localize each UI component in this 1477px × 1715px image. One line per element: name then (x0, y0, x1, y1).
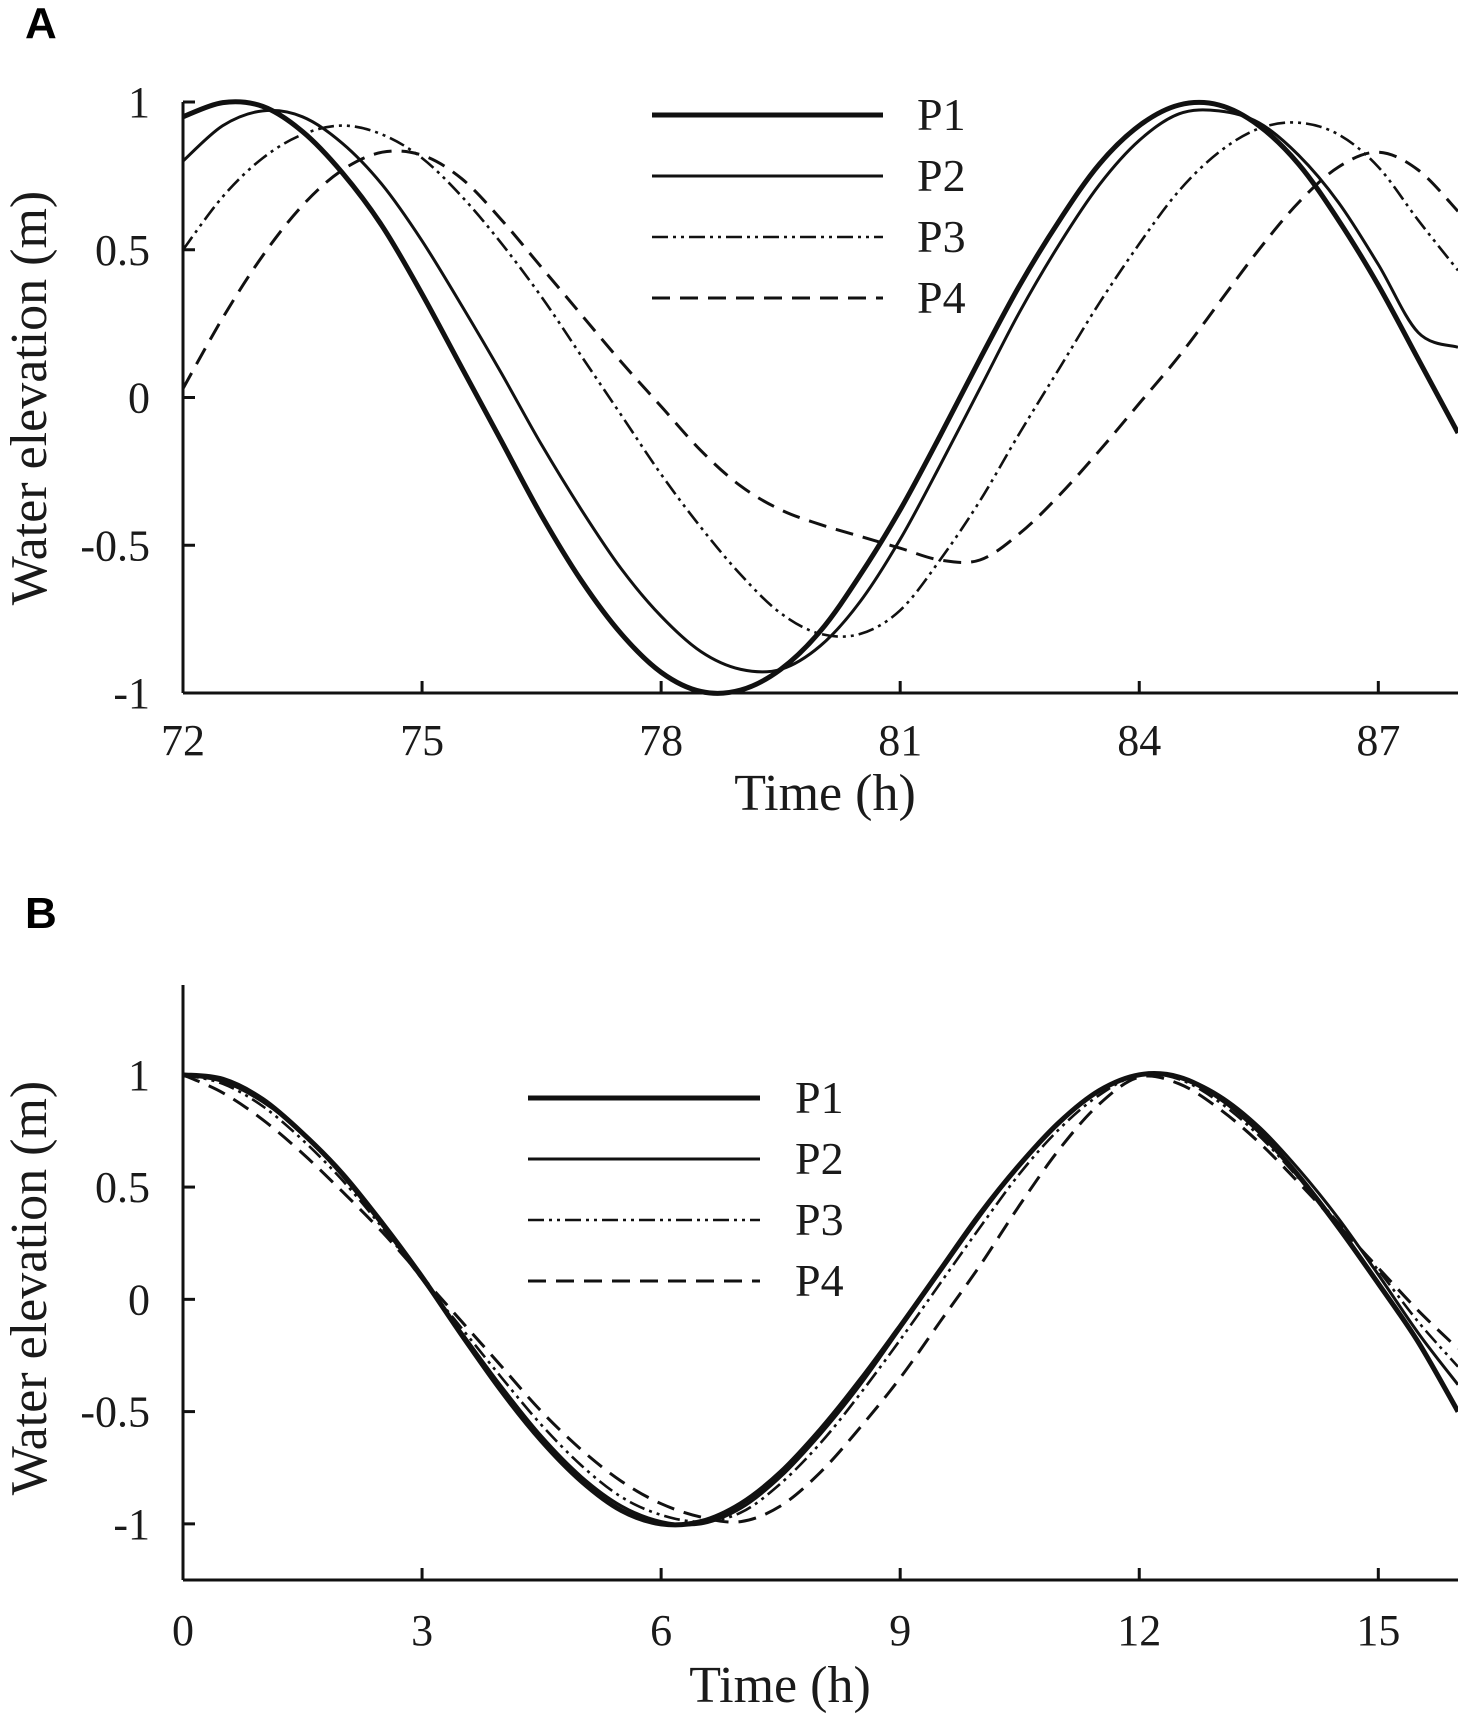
panel-b-y-axis-title: Water elevation (m) (1, 1081, 58, 1496)
panel-a-x-tick-label: 84 (1117, 716, 1161, 765)
panel-b-series-p4 (183, 1073, 1458, 1524)
panel-a-y-tick-label: -1 (113, 669, 150, 718)
panel-b-legend-label-p1: P1 (795, 1072, 844, 1123)
panel-a-series-group (183, 99, 1458, 696)
panel-a-x-tick-label: 87 (1356, 716, 1400, 765)
panel-b-label: B (25, 889, 57, 938)
panel-a-series-p2 (183, 108, 1458, 674)
panel-a-x-tick-label: 72 (161, 716, 205, 765)
panel-b-legend-label-p4: P4 (795, 1255, 844, 1306)
panel-a-x-tick-label: 81 (878, 716, 922, 765)
panel-a-x-tick-label: 75 (400, 716, 444, 765)
panel-a-x-axis-title: Time (h) (734, 765, 916, 822)
panel-b-y-tick-label: 0.5 (95, 1163, 150, 1212)
panel-b-x-tick-label: 15 (1356, 1606, 1400, 1655)
panel-b: B 0 3 6 9 12 15 -1 -0.5 0 0.5 1 P1 P2 P3 P4 Time (h) W… (1, 889, 1458, 1714)
panel-b-plot-area: 0 3 6 9 12 15 -1 -0.5 0 0.5 1 P1 P2 P3 P4 (80, 985, 1458, 1655)
panel-a-series-p4 (183, 149, 1458, 565)
panel-b-series-p2 (183, 1072, 1458, 1527)
panel-b-x-tick-label: 12 (1117, 1606, 1161, 1655)
panel-a-legend-label-p3: P3 (917, 211, 966, 262)
panel-a: A 72 75 78 81 84 87 -1 -0.5 0 0.5 1 P1 P2 P3 P4 Time (… (1, 0, 1458, 822)
panel-b-legend-label-p3: P3 (795, 1194, 844, 1245)
panel-a-y-tick-label: 0 (128, 374, 150, 423)
panel-b-legend-label-p2: P2 (795, 1133, 844, 1184)
panel-a-legend: P1 P2 P3 P4 (652, 89, 966, 323)
panel-b-x-tick-label: 9 (889, 1606, 911, 1655)
panel-a-label: A (25, 0, 57, 48)
panel-a-series-p1 (183, 99, 1458, 696)
panel-a-series-p3 (183, 121, 1458, 638)
panel-b-x-tick-label: 6 (650, 1606, 672, 1655)
panel-b-y-tick-label: 0 (128, 1275, 150, 1324)
panel-b-x-tick-label: 0 (172, 1606, 194, 1655)
panel-a-plot-area: 72 75 78 81 84 87 -1 -0.5 0 0.5 1 P1 P2 P3 P4 (80, 78, 1458, 765)
panel-b-y-tick-label: 1 (128, 1051, 150, 1100)
panel-b-x-tick-label: 3 (411, 1606, 433, 1655)
panel-a-x-tick-label: 78 (639, 716, 683, 765)
panel-b-series-p3 (183, 1072, 1458, 1523)
panel-a-y-tick-label: 0.5 (95, 226, 150, 275)
panel-b-x-axis-title: Time (h) (689, 1657, 871, 1714)
panel-b-y-tick-label: -0.5 (80, 1388, 150, 1437)
panel-b-series-group (183, 1071, 1458, 1528)
panel-b-y-tick-label: -1 (113, 1500, 150, 1549)
panel-b-legend: P1 P2 P3 P4 (528, 1072, 844, 1306)
panel-a-y-axis-title: Water elevation (m) (1, 191, 58, 606)
panel-a-legend-label-p2: P2 (917, 150, 966, 201)
panel-a-legend-label-p1: P1 (917, 89, 966, 140)
panel-a-legend-label-p4: P4 (917, 272, 966, 323)
panel-a-y-tick-label: -0.5 (80, 521, 150, 570)
panel-a-y-tick-label: 1 (128, 78, 150, 127)
